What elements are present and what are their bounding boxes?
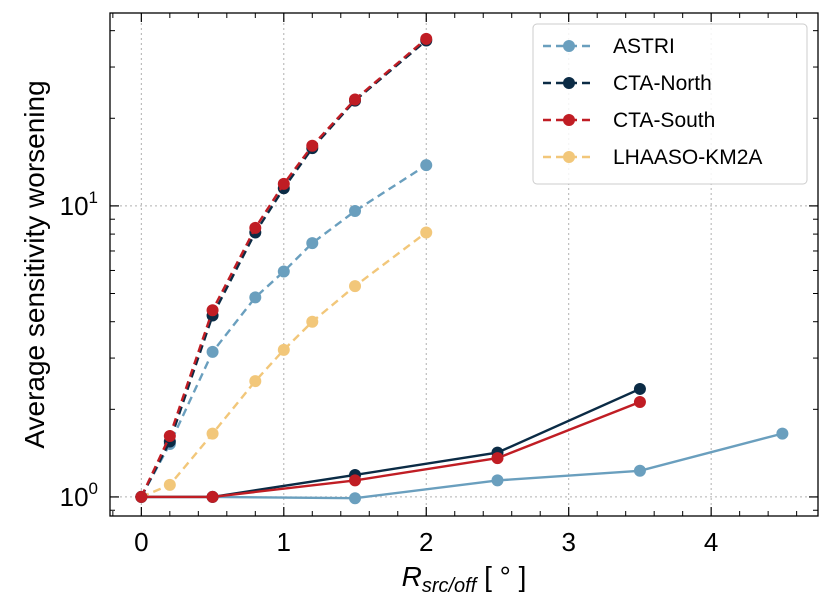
legend-entry-cta-south: CTA-South	[543, 109, 715, 132]
data-point	[633, 464, 646, 477]
legend-marker	[563, 114, 575, 126]
y-tick-exponent: 0	[89, 479, 98, 498]
legend-box	[532, 23, 808, 185]
legend-label: LHAASO-KM2A	[613, 146, 762, 169]
x-tick-label: 3	[561, 527, 575, 557]
data-point	[349, 280, 362, 293]
plot-frame	[109, 12, 819, 517]
legend-marker	[563, 40, 575, 52]
x-tick-label: 0	[134, 527, 148, 557]
data-point	[163, 478, 176, 491]
data-point	[633, 395, 646, 408]
data-point	[491, 474, 504, 487]
legend-label: CTA-South	[613, 109, 715, 132]
y-tick-exponent: 1	[89, 188, 98, 207]
data-point	[306, 237, 319, 250]
y-tick-label: 100	[60, 479, 98, 512]
x-axis-label-main: R	[402, 561, 422, 592]
series-line	[140, 37, 427, 498]
data-point	[206, 304, 219, 317]
legend-entry-astri: ASTRI	[543, 35, 675, 58]
data-point	[249, 221, 262, 234]
series-line	[141, 432, 783, 500]
data-point	[776, 427, 789, 440]
data-point	[249, 375, 262, 388]
series-solid-6	[135, 395, 646, 503]
data-point	[206, 427, 219, 440]
data-point	[206, 345, 219, 358]
y-tick-base: 10	[60, 191, 89, 221]
data-point	[277, 265, 290, 278]
data-point	[633, 382, 646, 395]
x-axis-label: Rsrc/off [ ° ]	[402, 561, 527, 597]
series-line	[140, 164, 427, 498]
y-tick-label: 101	[60, 188, 98, 221]
data-point	[420, 32, 433, 45]
y-tick-base: 10	[60, 482, 89, 512]
x-axis-label-unit: [ ° ]	[476, 561, 526, 592]
data-point	[349, 474, 362, 487]
legend-entry-cta-north: CTA-North	[543, 72, 712, 95]
data-point	[491, 452, 504, 465]
x-tick-label: 2	[419, 527, 433, 557]
legend-marker	[563, 151, 575, 163]
data-point	[163, 429, 176, 442]
legend-entry-lhaaso-km2a: LHAASO-KM2A	[543, 146, 762, 169]
data-point	[420, 226, 433, 239]
data-point	[349, 205, 362, 218]
data-point	[206, 490, 219, 503]
series-solid-5	[135, 382, 646, 503]
data-point	[306, 139, 319, 152]
data-point	[249, 291, 262, 304]
data-point	[306, 315, 319, 328]
series-line	[141, 387, 641, 499]
legend: ASTRI CTA-North CTA-South LHAASO-KM2A	[532, 23, 808, 185]
data-point	[349, 93, 362, 106]
data-point	[277, 177, 290, 190]
legend-label: ASTRI	[613, 35, 675, 58]
series-layer	[135, 32, 789, 505]
legend-label: CTA-North	[613, 72, 712, 95]
x-tick-label: 4	[704, 527, 718, 557]
series-astri	[135, 159, 433, 503]
legend-marker	[563, 77, 575, 89]
grid-layer	[110, 13, 818, 516]
data-point	[420, 159, 433, 172]
data-point	[277, 343, 290, 356]
x-tick-label: 1	[277, 527, 291, 557]
y-axis-label: Average sensitivity worsening	[19, 80, 50, 448]
legend-items: ASTRI CTA-North CTA-South LHAASO-KM2A	[543, 35, 762, 169]
x-axis-label-sub: src/off	[422, 575, 479, 597]
series-line	[141, 400, 641, 499]
series-line	[140, 231, 427, 499]
data-point	[135, 490, 148, 503]
data-point	[349, 492, 362, 505]
